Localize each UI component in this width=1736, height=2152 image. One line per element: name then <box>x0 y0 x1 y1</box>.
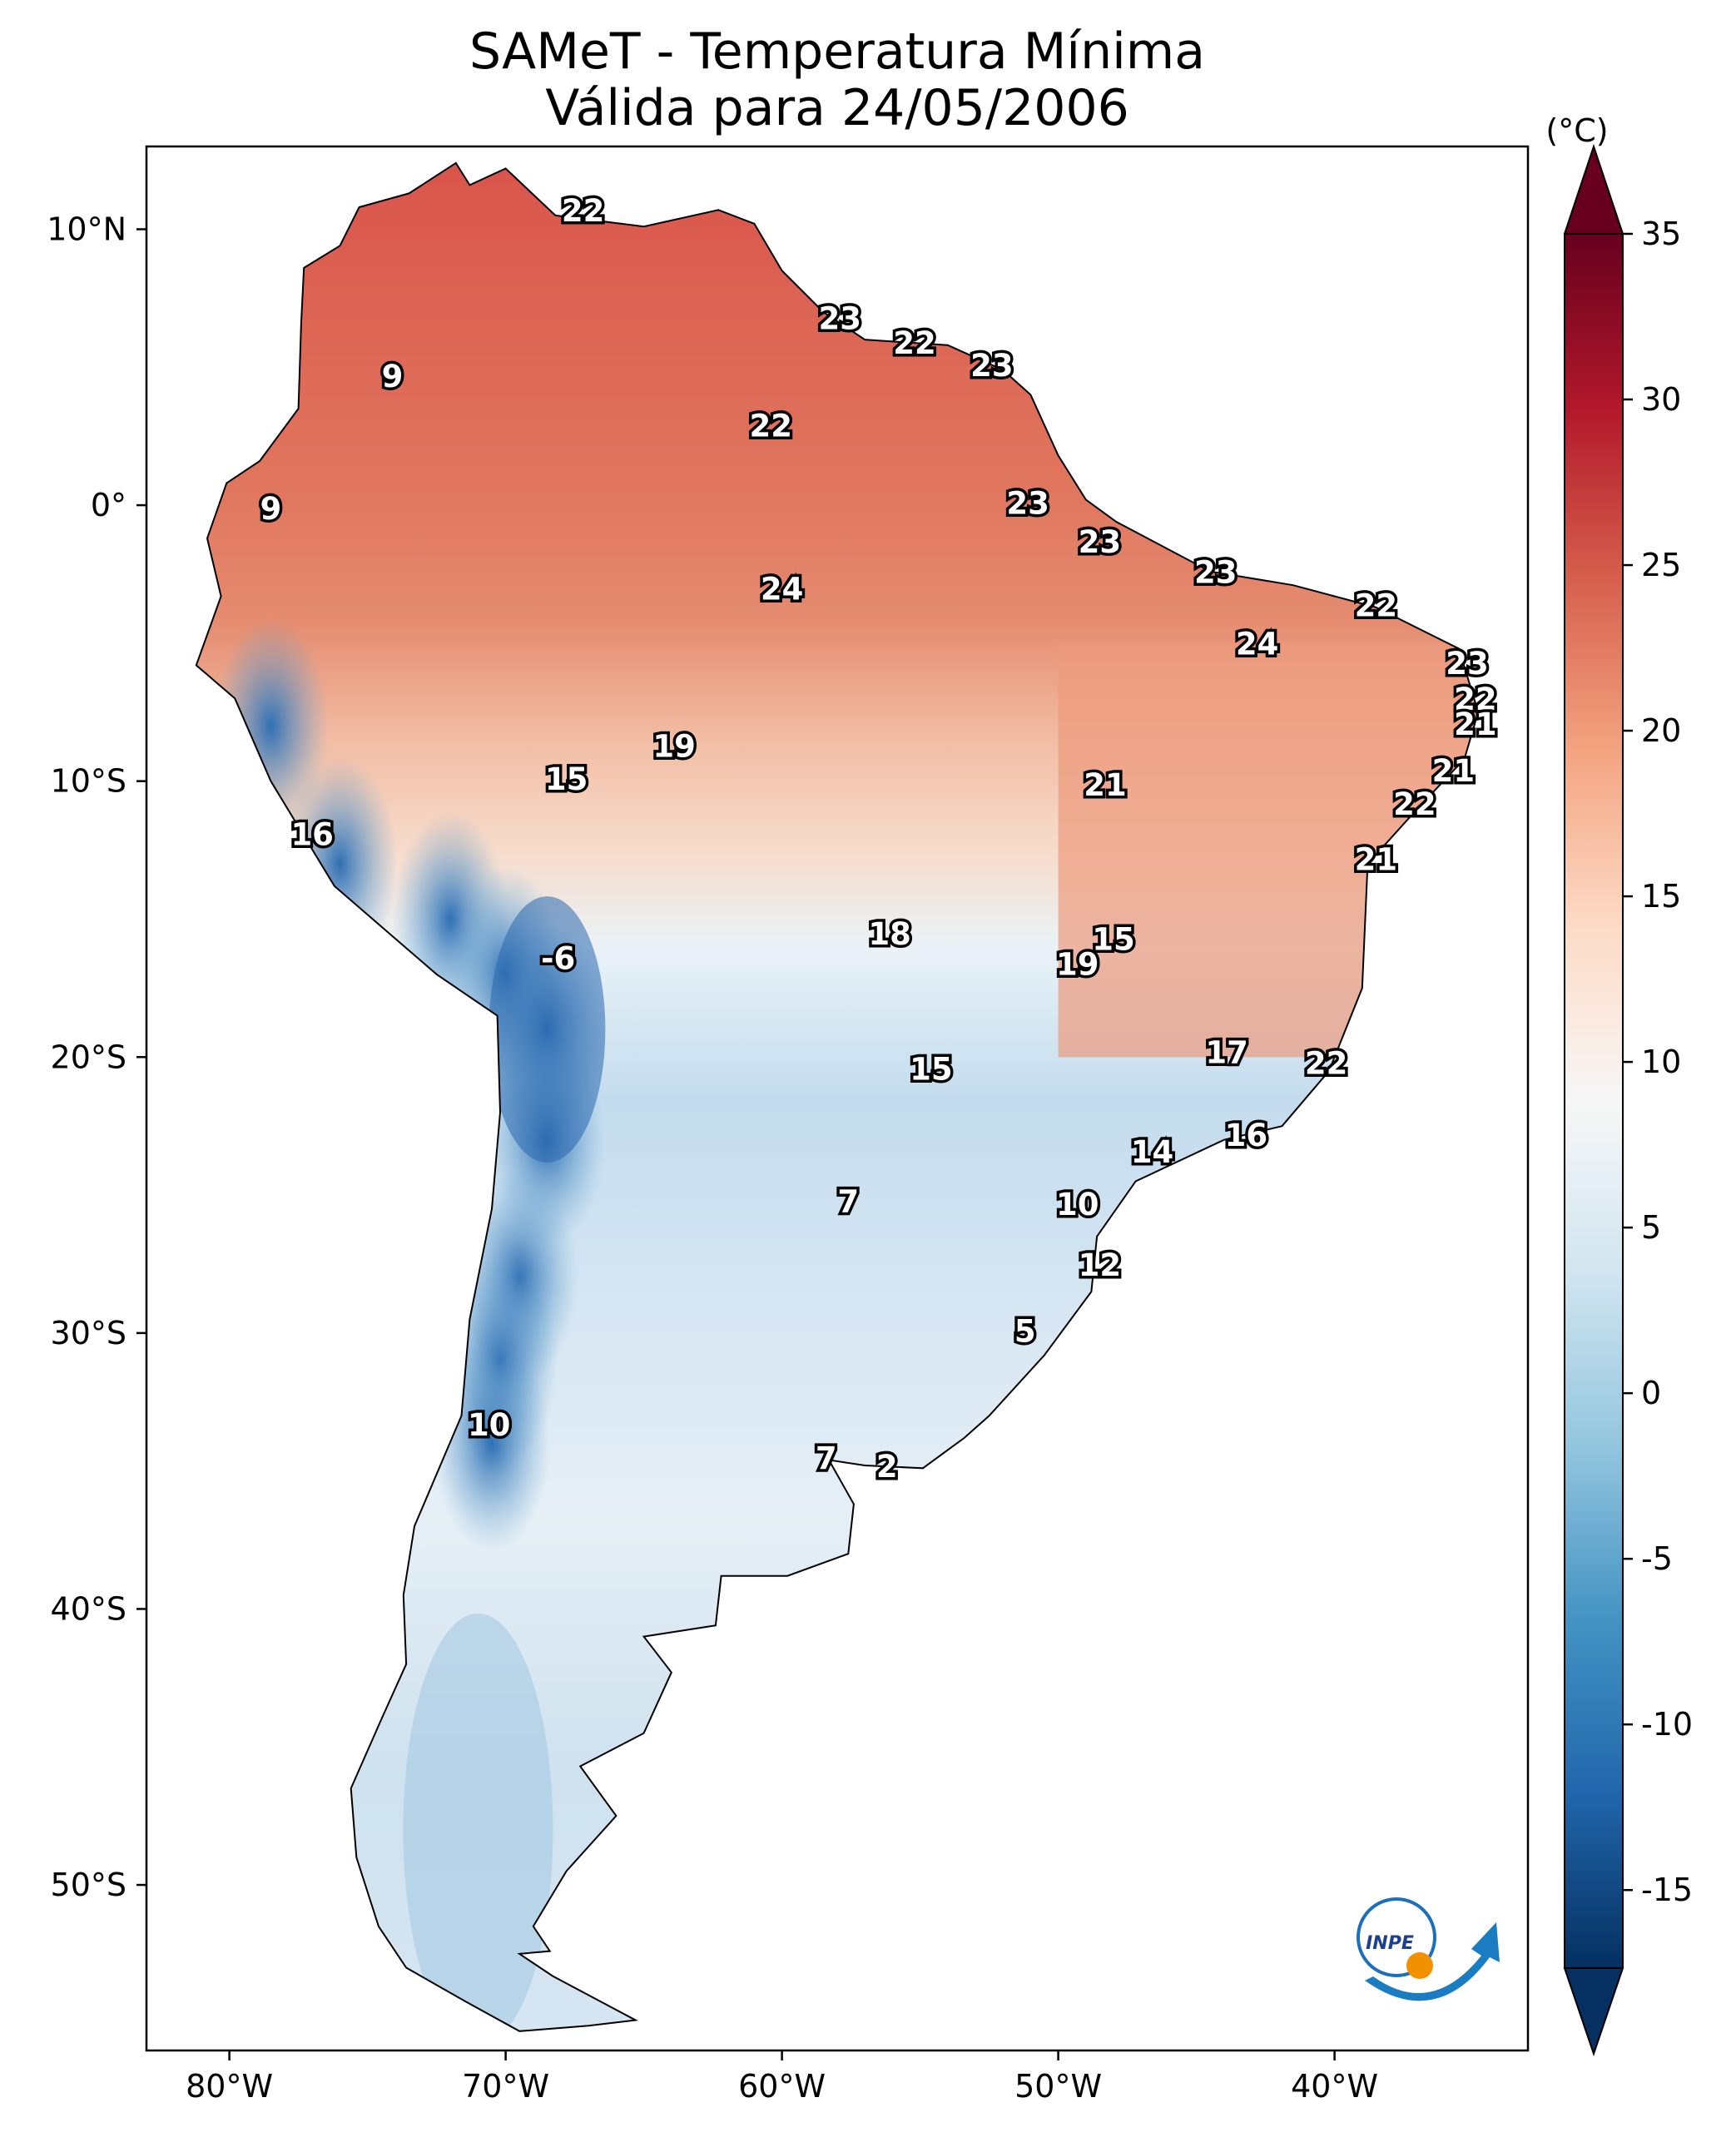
colorbar-tick-label: 0 <box>1641 1375 1661 1411</box>
temperature-label: 5 <box>1014 1313 1036 1349</box>
colorbar-tick-label: 10 <box>1641 1044 1681 1080</box>
temperature-label: 7 <box>837 1184 859 1220</box>
x-tick-label: 60°W <box>738 2068 826 2105</box>
temperature-label: 12 <box>1079 1247 1122 1283</box>
temperature-label: 24 <box>1236 627 1279 662</box>
map-title: SAMeT - Temperatura Mínima <box>469 22 1206 81</box>
colorbar-tick-label: 5 <box>1641 1209 1661 1246</box>
colorbar-tick-label: 20 <box>1641 712 1681 749</box>
inpe-logo-text: INPE <box>1366 1933 1414 1954</box>
temperature-label: 23 <box>1194 555 1238 591</box>
temperature-label: 22 <box>1355 588 1398 623</box>
temperature-label: 18 <box>868 916 911 952</box>
map-subtitle: Válida para 24/05/2006 <box>545 79 1129 137</box>
temperature-label: 9 <box>260 491 282 527</box>
temperature-label: 15 <box>1092 922 1135 958</box>
colorbar-tick-label: -5 <box>1641 1540 1673 1577</box>
x-tick-label: 50°W <box>1014 2068 1102 2105</box>
colorbar: (°C) 35 30 25 20 15 10 5 0 -5 -10 -15 <box>1545 112 1693 2057</box>
temperature-label: 24 <box>761 571 804 607</box>
y-tick-label: 40°S <box>51 1590 126 1627</box>
x-tick-label: 80°W <box>186 2068 273 2105</box>
temperature-label: 10 <box>468 1407 511 1443</box>
temperature-label: 21 <box>1355 841 1398 877</box>
temperature-label: 21 <box>1432 753 1476 789</box>
temperature-label: 15 <box>910 1051 953 1087</box>
colorbar-tick-label: 30 <box>1641 381 1681 418</box>
temperature-label: 23 <box>970 348 1014 384</box>
temperature-label: 16 <box>1225 1118 1268 1153</box>
colorbar-tick-label: 25 <box>1641 547 1681 583</box>
temperature-label: 21 <box>1084 767 1127 803</box>
colorbar-tick-label: -15 <box>1641 1872 1693 1908</box>
temperature-label: 2 <box>876 1449 898 1485</box>
temperature-label: 9 <box>382 359 404 394</box>
colorbar-tick-label: 35 <box>1641 216 1681 252</box>
x-axis: 80°W 70°W 60°W 50°W 40°W <box>186 2050 1378 2105</box>
temperature-label: 16 <box>290 817 334 853</box>
x-tick-label: 40°W <box>1291 2068 1378 2105</box>
temperature-label: 10 <box>1056 1187 1099 1222</box>
temperature-label: 23 <box>1006 486 1049 522</box>
temperature-label: 22 <box>750 409 793 444</box>
y-tick-label: 20°S <box>51 1039 126 1075</box>
temperature-label: 15 <box>545 761 588 797</box>
colorbar-bar <box>1564 233 1624 1969</box>
colorbar-unit: (°C) <box>1545 112 1608 149</box>
temperature-label: -6 <box>541 941 575 977</box>
temperature-label: 22 <box>1393 786 1436 822</box>
inpe-logo: INPE <box>1357 1897 1500 2001</box>
temperature-label: 22 <box>1305 1046 1348 1082</box>
temperature-label: 19 <box>1056 946 1099 982</box>
colorbar-bottom-arrow <box>1563 1967 1624 2057</box>
colorbar-top-arrow <box>1563 143 1624 235</box>
colorbar-tick-label: 15 <box>1641 878 1681 915</box>
y-tick-label: 0° <box>91 487 126 523</box>
y-tick-label: 50°S <box>51 1867 126 1903</box>
temperature-label: 23 <box>1079 524 1122 560</box>
temperature-label: 22 <box>1454 682 1497 717</box>
temperature-label: 14 <box>1131 1134 1174 1170</box>
y-tick-label: 10°S <box>51 763 126 800</box>
temperature-label: 22 <box>562 193 605 229</box>
temperature-label: 17 <box>1205 1034 1248 1070</box>
temperature-label: 7 <box>816 1440 837 1476</box>
temperature-label: 21 <box>1454 707 1497 742</box>
y-tick-label: 10°N <box>47 211 126 247</box>
temperature-label: 23 <box>1446 646 1489 682</box>
y-tick-label: 30°S <box>51 1315 126 1351</box>
colorbar-tick-label: -10 <box>1641 1706 1693 1743</box>
x-tick-label: 70°W <box>462 2068 549 2105</box>
temperature-label: 22 <box>893 325 936 361</box>
temperature-label: 19 <box>652 728 696 764</box>
temperature-label: 23 <box>819 300 862 336</box>
y-axis: 10°N 0° 10°S 20°S 30°S 40°S 50°S <box>47 211 146 1903</box>
